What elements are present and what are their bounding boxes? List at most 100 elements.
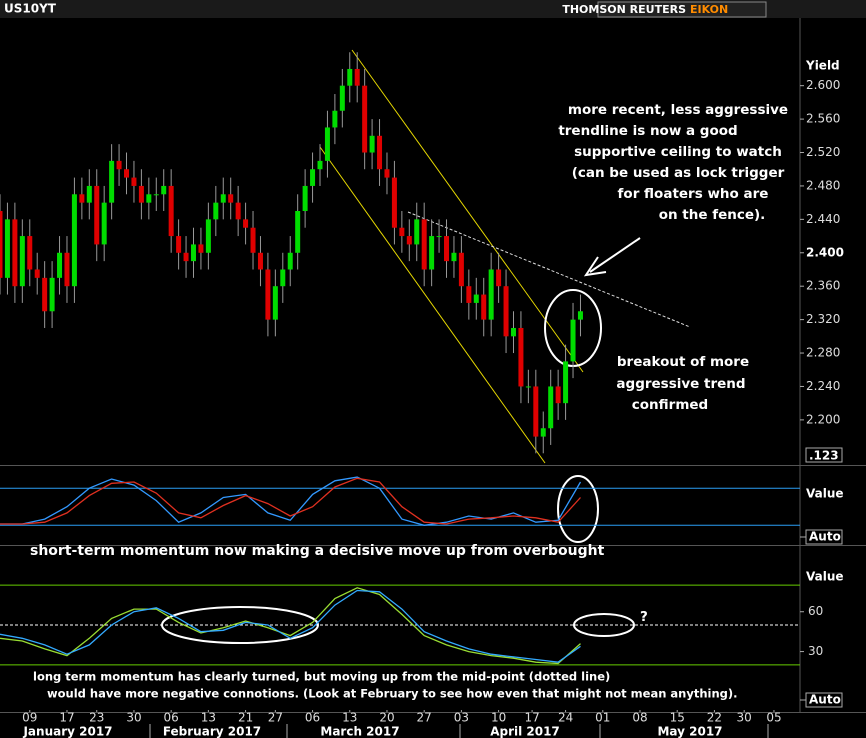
- candle-body: [146, 194, 152, 203]
- candle-body: [451, 252, 457, 262]
- candle-body: [444, 236, 450, 262]
- y-tick-label: 2.600: [806, 78, 840, 92]
- x-tick-label: 30: [126, 711, 141, 725]
- trend-channel: [351, 49, 584, 373]
- chart-title: US10YT: [4, 2, 57, 16]
- candle-body: [577, 311, 583, 320]
- x-tick-label: 06: [305, 711, 320, 725]
- candle-body: [183, 252, 189, 262]
- candle-body: [302, 185, 308, 212]
- badge-box: [805, 447, 843, 463]
- candle-body: [235, 202, 241, 220]
- candle-body: [295, 211, 301, 253]
- x-tick-label: 13: [201, 711, 216, 725]
- candle-body: [19, 236, 25, 287]
- candle-body: [555, 386, 561, 404]
- candle-body: [548, 386, 554, 429]
- candle-body: [71, 194, 77, 287]
- candle-body: [436, 236, 442, 238]
- annotation: ?: [640, 609, 648, 625]
- y-axis-title: Value: [806, 570, 844, 584]
- candle-body: [354, 68, 360, 86]
- y-tick-label: 2.440: [806, 212, 840, 226]
- x-tick-label: 05: [766, 711, 781, 725]
- month-label: February 2017: [163, 725, 261, 738]
- candle-body: [228, 194, 234, 203]
- annotation: (can be used as lock trigger: [572, 165, 785, 181]
- arrow: [589, 237, 641, 273]
- candle-body: [138, 185, 144, 203]
- candle-body: [362, 85, 368, 153]
- candle-body: [176, 236, 182, 253]
- x-tick-label: 27: [417, 711, 432, 725]
- candle-body: [190, 244, 196, 262]
- x-tick-label: 15: [670, 711, 685, 725]
- candle-body: [257, 252, 263, 270]
- candle-body: [12, 219, 18, 287]
- y-tick-label: 2.400: [806, 245, 844, 259]
- candle-body: [272, 286, 278, 320]
- x-tick-label: 27: [268, 711, 283, 725]
- candle-body: [466, 286, 472, 303]
- candle-body: [124, 169, 130, 178]
- candle-body: [27, 236, 33, 270]
- y-tick-label: 2.280: [806, 346, 840, 360]
- brand-box: [597, 1, 767, 18]
- candle-body: [369, 135, 375, 153]
- annotation: would have more negative connotions. (Lo…: [47, 687, 738, 701]
- brand-accent: EIKON: [690, 3, 728, 16]
- trendline: [407, 211, 691, 328]
- candle-body: [332, 110, 338, 128]
- candle-body: [86, 185, 92, 203]
- y-tick-label: 2.200: [806, 412, 840, 426]
- candle-body: [250, 227, 256, 253]
- candle-body: [94, 185, 100, 245]
- candle-body: [473, 294, 479, 303]
- y-tick-label: 2.520: [806, 145, 840, 159]
- candle-body: [510, 327, 516, 337]
- candle-body: [101, 202, 107, 245]
- candle-body: [220, 194, 226, 203]
- candle-body: [161, 185, 167, 195]
- annotation: short-term momentum now making a decisiv…: [30, 543, 605, 559]
- candle-body: [406, 236, 412, 245]
- y-tick-label: 2.240: [806, 379, 840, 393]
- x-tick-label: 17: [524, 711, 539, 725]
- candle-body: [42, 277, 48, 312]
- y-tick-label: 2.360: [806, 279, 840, 293]
- candle-body: [64, 252, 70, 287]
- x-tick-label: 30: [737, 711, 752, 725]
- trend-channel: [319, 146, 546, 464]
- candle-body: [79, 194, 85, 203]
- highlight-ellipse: [573, 613, 635, 637]
- candle-body: [265, 269, 271, 320]
- y-tick-label: 2.320: [806, 312, 840, 326]
- x-tick-label: 08: [632, 711, 647, 725]
- annotation: for floaters who are: [618, 186, 769, 202]
- candle-body: [570, 319, 576, 362]
- annotation: trendline is now a good: [558, 123, 737, 139]
- y-tick-label: 30: [808, 644, 823, 658]
- candle-body: [421, 219, 427, 270]
- annotation: breakout of more: [617, 354, 749, 370]
- auto-box: [805, 692, 843, 708]
- highlight-ellipse: [557, 475, 599, 543]
- candle-body: [503, 286, 509, 337]
- scale-mode: Auto: [809, 530, 841, 544]
- annotation: aggressive trend: [616, 376, 745, 392]
- x-tick-label: 01: [595, 711, 610, 725]
- x-tick-label: 21: [238, 711, 253, 725]
- arrow-head: [583, 256, 607, 277]
- x-tick-label: 13: [342, 711, 357, 725]
- scale-badge: .123: [809, 449, 839, 463]
- candle-body: [280, 269, 286, 287]
- candle-body: [533, 386, 539, 437]
- y-tick-label: 60: [808, 604, 823, 618]
- candle-body: [116, 160, 122, 170]
- month-label: March 2017: [320, 725, 399, 738]
- candle-body: [49, 277, 55, 312]
- brand: THOMSON REUTERS: [562, 3, 686, 16]
- candle-body: [198, 244, 204, 253]
- y-axis-title: Value: [806, 487, 844, 501]
